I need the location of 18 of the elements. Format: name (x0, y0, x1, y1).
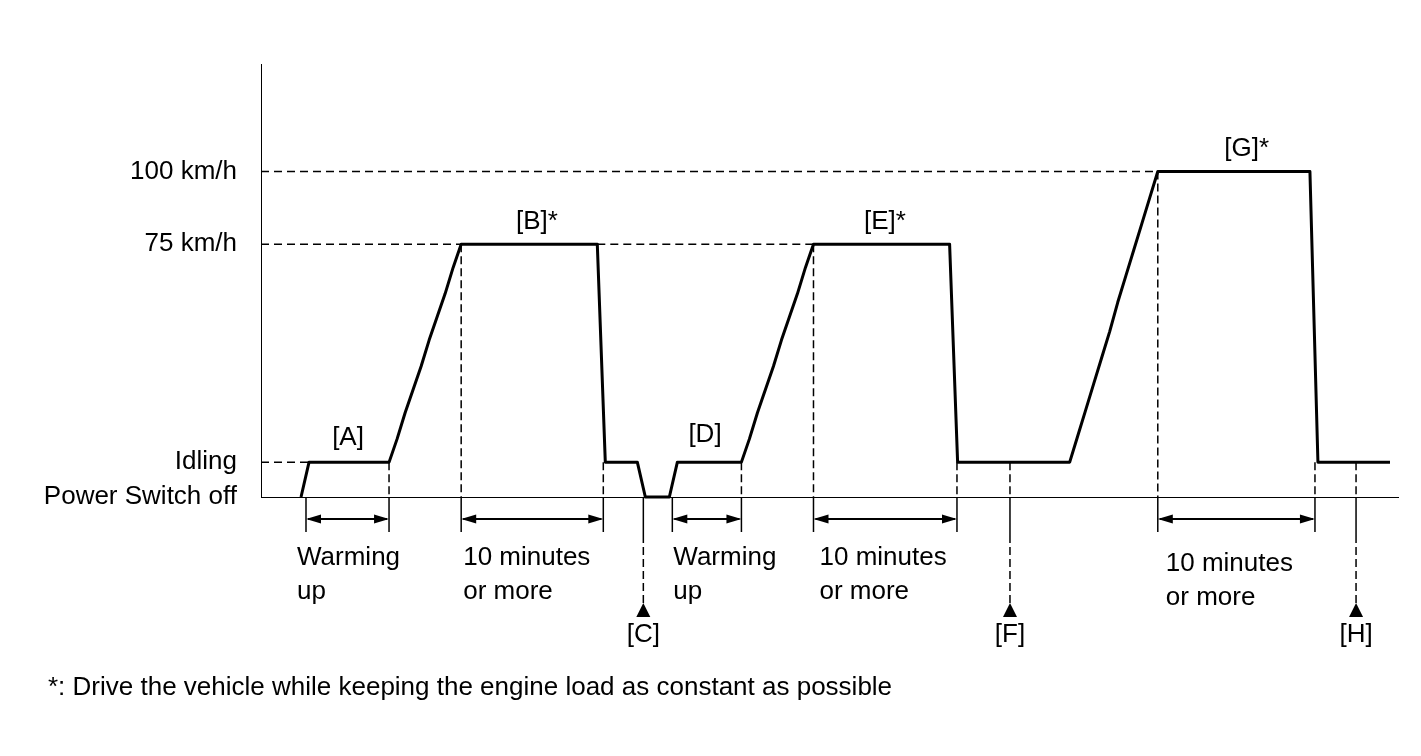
text: 10 minutes or more (1165, 547, 1293, 612)
text: [C] (626, 618, 660, 649)
text: 10 minutes or more (463, 541, 591, 606)
annotation: [A] (332, 421, 364, 452)
text: *: Drive the vehicle while keeping the engine load as constant as possible (48, 671, 893, 702)
y-tick-label: Idling (174, 445, 237, 476)
text: [F] (994, 618, 1026, 649)
annotation: [G]* (1224, 131, 1270, 162)
y-tick-label: 100 km/h (130, 154, 237, 185)
y-tick-label: Power Switch off (43, 480, 238, 511)
y-tick-label: 75 km/h (144, 227, 237, 258)
text: Warming up (297, 541, 401, 606)
text: [H] (1339, 618, 1373, 649)
text: Warming up (673, 541, 777, 606)
annotation: [D] (688, 418, 722, 449)
annotation: [E]* (864, 205, 906, 236)
text: 10 minutes or more (819, 541, 947, 606)
annotation: [B]* (516, 205, 558, 236)
